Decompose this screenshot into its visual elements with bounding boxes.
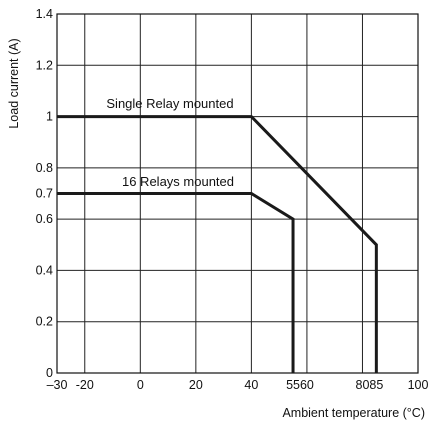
x-tick-label: 100 xyxy=(408,378,429,392)
y-tick-label: 0.4 xyxy=(36,263,53,277)
y-tick-label: 0.8 xyxy=(36,161,53,175)
series-line xyxy=(57,115,378,373)
x-tick-label: –30 xyxy=(47,378,68,392)
y-tick-label: 1 xyxy=(46,110,53,124)
x-tick-label: 80 xyxy=(356,378,370,392)
y-tick-label: 1.2 xyxy=(36,58,53,72)
series-lines xyxy=(57,115,378,373)
x-tick-label: 0 xyxy=(137,378,144,392)
x-tick-label: 60 xyxy=(300,378,314,392)
x-tick-label: 40 xyxy=(244,378,258,392)
y-tick-label: 0.2 xyxy=(36,315,53,329)
x-axis-title: Ambient temperature (°C) xyxy=(282,406,425,420)
series-line xyxy=(57,192,295,373)
x-tick-label: 20 xyxy=(189,378,203,392)
x-tick-label: 55 xyxy=(286,378,300,392)
y-tick-label: 0.7 xyxy=(36,187,53,201)
x-axis-ticks: –30 -20 0 20 40 55 60 80 85 100 xyxy=(47,378,429,392)
y-axis-title: Load current (A) xyxy=(7,38,21,128)
x-tick-label: -20 xyxy=(76,378,94,392)
y-tick-label: 0 xyxy=(46,366,53,380)
x-tick-label: 85 xyxy=(369,378,383,392)
series-labels: Single Relay mounted 16 Relays mounted xyxy=(106,96,234,189)
y-tick-label: 0.6 xyxy=(36,212,53,226)
y-axis-ticks: 0 0.2 0.4 0.6 0.7 0.8 1 1.2 1.4 xyxy=(36,7,53,380)
series-label: Single Relay mounted xyxy=(106,96,233,111)
series-label: 16 Relays mounted xyxy=(122,174,234,189)
y-tick-label: 1.4 xyxy=(36,7,53,21)
